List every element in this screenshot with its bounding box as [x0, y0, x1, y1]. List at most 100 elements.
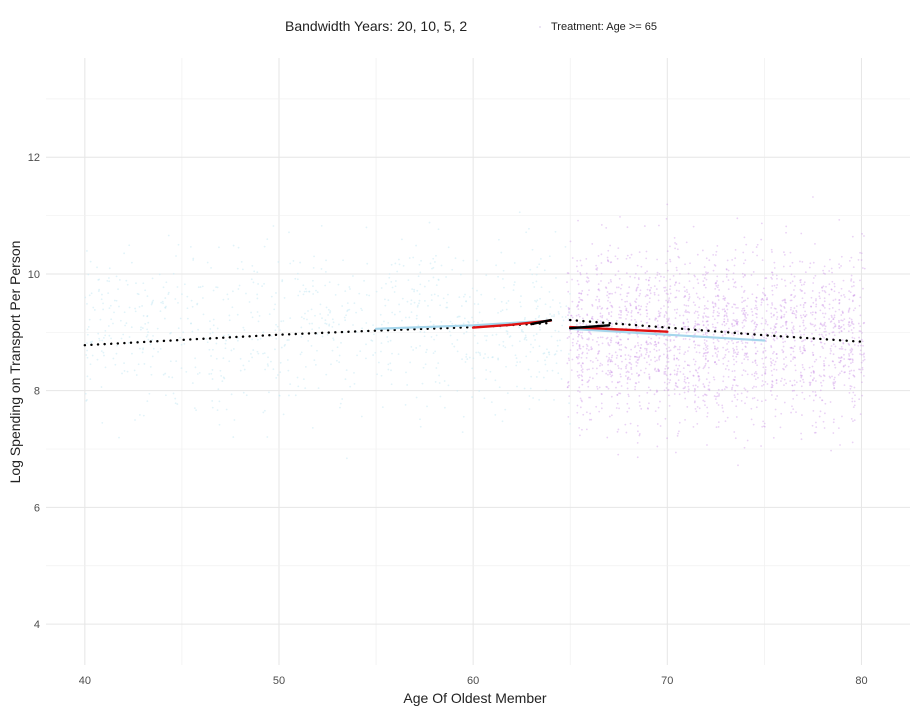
- scatter-point-treatment: [675, 289, 678, 292]
- scatter-point-control: [100, 386, 103, 388]
- scatter-point-treatment: [630, 348, 632, 351]
- scatter-point-treatment: [653, 393, 656, 396]
- scatter-point-treatment: [665, 356, 668, 359]
- scatter-point-treatment: [609, 279, 612, 281]
- scatter-point-treatment: [687, 272, 690, 275]
- scatter-point-treatment: [609, 261, 612, 264]
- scatter-point-treatment: [665, 289, 668, 291]
- scatter-point-treatment: [673, 339, 675, 342]
- scatter-point-treatment: [677, 348, 679, 351]
- scatter-point-treatment: [756, 399, 759, 402]
- scatter-point-control: [412, 349, 415, 351]
- scatter-point-treatment: [714, 295, 717, 298]
- scatter-point-treatment: [823, 297, 826, 300]
- scatter-point-treatment: [784, 301, 786, 304]
- scatter-point-treatment: [648, 301, 651, 304]
- scatter-point-treatment: [581, 331, 584, 334]
- scatter-point-treatment: [677, 358, 680, 361]
- scatter-point-treatment: [771, 285, 774, 287]
- scatter-point-treatment: [821, 287, 823, 289]
- scatter-point-treatment: [630, 373, 633, 375]
- scatter-point-treatment: [693, 274, 696, 277]
- scatter-point-treatment: [737, 306, 739, 309]
- scatter-point-treatment: [626, 295, 628, 298]
- scatter-point-treatment: [678, 256, 681, 259]
- scatter-point-control: [130, 261, 133, 264]
- scatter-point-treatment: [637, 358, 640, 361]
- scatter-point-control: [296, 278, 299, 281]
- scatter-point-control: [556, 339, 559, 342]
- scatter-point-control: [256, 293, 259, 296]
- scatter-point-treatment: [640, 354, 643, 357]
- scatter-point-treatment: [780, 326, 782, 329]
- scatter-point-treatment: [795, 316, 797, 319]
- scatter-point-control: [487, 356, 490, 359]
- scatter-point-control: [437, 362, 440, 365]
- scatter-point-treatment: [647, 284, 650, 286]
- scatter-point-treatment: [597, 350, 600, 353]
- scatter-point-control: [356, 354, 358, 357]
- scatter-point-treatment: [618, 407, 620, 410]
- scatter-point-treatment: [754, 371, 757, 373]
- scatter-point-treatment: [608, 357, 610, 359]
- scatter-point-control: [481, 320, 484, 322]
- scatter-point-treatment: [658, 314, 661, 317]
- scatter-point-treatment: [800, 284, 803, 286]
- scatter-point-treatment: [802, 339, 805, 342]
- scatter-point-treatment: [859, 413, 862, 416]
- scatter-point-treatment: [694, 400, 696, 403]
- scatter-point-control: [490, 401, 493, 404]
- scatter-point-treatment: [711, 301, 714, 304]
- scatter-point-treatment: [596, 267, 599, 269]
- scatter-point-control: [390, 369, 392, 372]
- scatter-point-treatment: [684, 309, 687, 312]
- scatter-point-treatment: [805, 313, 808, 316]
- scatter-point-treatment: [745, 396, 748, 399]
- scatter-point-control: [523, 387, 526, 390]
- scatter-point-treatment: [600, 253, 603, 256]
- scatter-point-treatment: [570, 314, 573, 317]
- scatter-point-treatment: [793, 289, 795, 291]
- scatter-point-treatment: [828, 332, 831, 335]
- scatter-point-treatment: [714, 302, 716, 305]
- scatter-point-treatment: [851, 361, 854, 363]
- scatter-point-treatment: [655, 389, 658, 392]
- scatter-point-treatment: [843, 353, 845, 356]
- scatter-point-treatment: [638, 251, 641, 254]
- scatter-point-treatment: [828, 375, 831, 378]
- scatter-point-control: [394, 280, 397, 282]
- scatter-point-control: [104, 329, 107, 332]
- scatter-point-treatment: [725, 312, 728, 315]
- scatter-point-treatment: [628, 361, 631, 364]
- scatter-point-treatment: [791, 321, 793, 324]
- scatter-point-treatment: [620, 338, 622, 341]
- scatter-point-treatment: [848, 377, 851, 380]
- scatter-point-control: [429, 320, 432, 323]
- scatter-point-treatment: [814, 431, 817, 434]
- scatter-point-treatment: [811, 379, 814, 382]
- scatter-point-control: [401, 297, 404, 300]
- scatter-point-treatment: [575, 323, 578, 326]
- scatter-point-treatment: [675, 330, 678, 333]
- legend-item-label: Treatment: Age >= 65: [551, 21, 657, 33]
- scatter-point-treatment: [813, 431, 816, 434]
- scatter-point-treatment: [664, 417, 667, 420]
- scatter-point-treatment: [802, 349, 805, 352]
- scatter-point-treatment: [653, 368, 656, 371]
- scatter-point-treatment: [677, 379, 680, 382]
- scatter-point-treatment: [687, 321, 690, 323]
- scatter-point-treatment: [722, 280, 725, 283]
- scatter-point-treatment: [751, 387, 754, 389]
- scatter-point-treatment: [568, 395, 571, 398]
- scatter-point-treatment: [834, 366, 837, 369]
- scatter-point-control: [451, 322, 454, 325]
- scatter-point-treatment: [771, 352, 774, 355]
- scatter-point-treatment: [850, 369, 853, 372]
- scatter-point-control: [406, 300, 409, 303]
- scatter-point-treatment: [753, 329, 755, 332]
- scatter-point-control: [328, 324, 330, 327]
- scatter-point-treatment: [733, 379, 736, 381]
- scatter-point-treatment: [765, 298, 768, 301]
- scatter-point-treatment: [571, 341, 574, 344]
- scatter-point-treatment: [769, 357, 772, 360]
